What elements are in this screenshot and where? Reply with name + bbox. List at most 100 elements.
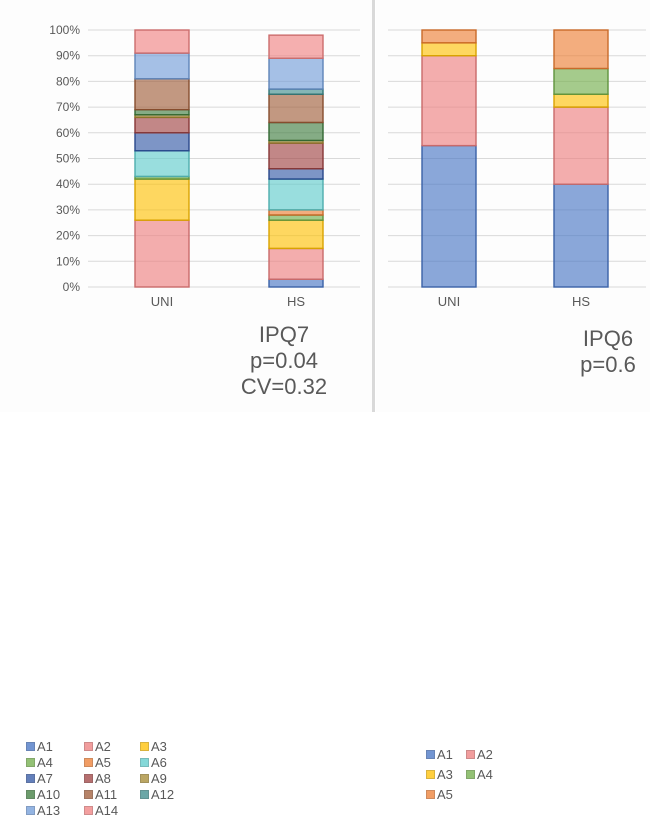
annotation-title: IPQ7 [258, 322, 310, 347]
legend-label: A4 [37, 755, 53, 770]
legend-item-a1: A1 [26, 739, 53, 755]
legend-item-a3: A3 [426, 767, 453, 783]
legend-swatch [84, 806, 93, 815]
bar-segment-uni-a2 [421, 55, 477, 147]
bar-segment-hs-a14 [268, 34, 324, 59]
legend-label: A9 [151, 771, 167, 786]
bar-segment-uni-a11 [134, 78, 190, 111]
bar-segment-hs-a3 [268, 219, 324, 250]
bar-segment-uni-a14 [134, 29, 190, 54]
bar-segment-uni-a7 [134, 132, 190, 152]
legend-swatch [26, 806, 35, 815]
y-tick-label: 90% [56, 49, 80, 63]
legend-label: A5 [95, 755, 111, 770]
chart-ipq6: UNI HS [388, 29, 646, 309]
legend-item-a14: A14 [84, 803, 118, 819]
y-tick-label: 70% [56, 100, 80, 114]
stacked-bars [134, 29, 324, 288]
bar-segment-hs-a4 [268, 214, 324, 221]
annotation-p-value: p=0.04 [250, 348, 318, 373]
stacked-bars [421, 29, 609, 288]
legend-label: A2 [95, 739, 111, 754]
legend-item-a11: A11 [84, 787, 117, 803]
legend-swatch [140, 758, 149, 767]
legend-swatch [426, 750, 435, 759]
legend-item-a3: A3 [140, 739, 167, 755]
legend-item-a13: A13 [26, 803, 60, 819]
legend-swatch [26, 742, 35, 751]
bar-segment-hs-a2 [268, 247, 324, 280]
bar-segment-uni-a13 [134, 52, 190, 80]
annotation-p-value: p=0.6 [580, 352, 636, 377]
legend-item-a2: A2 [84, 739, 111, 755]
x-tick-labels: UNI HS [438, 294, 591, 309]
bar-segment-hs-a8 [268, 142, 324, 170]
bar-segment-hs-a3 [553, 93, 609, 108]
annotation-title: IPQ6 [582, 326, 634, 351]
legend-swatch [140, 742, 149, 751]
x-tick-label: UNI [151, 294, 173, 309]
legend-label: A11 [95, 787, 118, 802]
y-tick-label: 40% [56, 177, 80, 191]
bar-segment-uni-a8 [134, 116, 190, 134]
legend-item-a4: A4 [466, 767, 493, 783]
legend-swatch [26, 790, 35, 799]
bar-segment-hs-a11 [268, 93, 324, 124]
legend-item-a8: A8 [84, 771, 111, 787]
legend-swatch [84, 790, 93, 799]
legend-item-a6: A6 [140, 755, 167, 771]
legend-item-a5: A5 [426, 787, 453, 803]
bar-segment-uni-a5 [421, 29, 477, 44]
legend-item-a9: A9 [140, 771, 167, 787]
bar-segment-uni-a10 [134, 108, 190, 116]
bar-segment-hs-a6 [268, 178, 324, 211]
bar-segment-uni-a2 [134, 219, 190, 288]
legend-item-a4: A4 [26, 755, 53, 771]
legend-label: A14 [95, 803, 119, 818]
bar-segment-hs-a13 [268, 57, 324, 90]
legend-item-a5: A5 [84, 755, 111, 771]
legend-swatch [84, 758, 93, 767]
legend-label: A5 [437, 787, 453, 802]
legend-swatch [466, 770, 475, 779]
bar-segment-hs-a12 [268, 88, 324, 95]
legend-item-a1: A1 [426, 747, 453, 763]
legend-label: A1 [437, 747, 453, 762]
legend-label: A13 [37, 803, 61, 818]
chart-panel-ipq6: UNI HS A1 A2 A3 A4 A5 IPQ6 p=0.6 [376, 0, 650, 802]
legend-label: A1 [37, 739, 53, 754]
legend-swatch [466, 750, 475, 759]
y-tick-label: 0% [63, 280, 81, 294]
bar-segment-hs-a5 [553, 29, 609, 70]
legend-swatch [140, 774, 149, 783]
legend-label: A3 [151, 739, 167, 754]
x-tick-label: UNI [438, 294, 460, 309]
x-tick-label: HS [287, 294, 305, 309]
legend-item-a10: A10 [26, 787, 60, 803]
y-tick-label: 30% [56, 203, 80, 217]
y-tick-label: 100% [49, 23, 80, 37]
y-tick-label: 50% [56, 152, 80, 166]
bar-segment-hs-a5 [268, 209, 324, 216]
bar-segment-uni-a6 [134, 150, 190, 178]
legend-label: A2 [477, 747, 493, 762]
bar-segment-uni-a3 [421, 42, 477, 57]
legend-swatch [84, 742, 93, 751]
legend-item-a7: A7 [26, 771, 53, 787]
y-tick-labels: 0% 10% 20% 30% 40% 50% 60% 70% 80% 90% 100% [49, 23, 80, 294]
annotation-cv: CV=0.32 [240, 374, 328, 399]
legend-swatch [140, 790, 149, 799]
bar-segment-hs-a7 [268, 168, 324, 180]
chart-ipq7: 0% 10% 20% 30% 40% 50% 60% 70% 80% 90% 100% UNI HS [49, 23, 360, 309]
legend-label: A6 [151, 755, 167, 770]
bar-segment-hs-a1 [553, 183, 609, 288]
legend-label: A8 [95, 771, 111, 786]
annotation-ipq6: IPQ6 p=0.6 [568, 326, 648, 378]
chart-panel-ipq7: 0% 10% 20% 30% 40% 50% 60% 70% 80% 90% 100% UNI HS … [0, 0, 372, 818]
bar-segment-hs-a4 [553, 67, 609, 95]
x-tick-labels: UNI HS [151, 294, 306, 309]
y-tick-label: 20% [56, 229, 80, 243]
legend-label: A4 [477, 767, 493, 782]
legend-label: A3 [437, 767, 453, 782]
legend-swatch [26, 758, 35, 767]
